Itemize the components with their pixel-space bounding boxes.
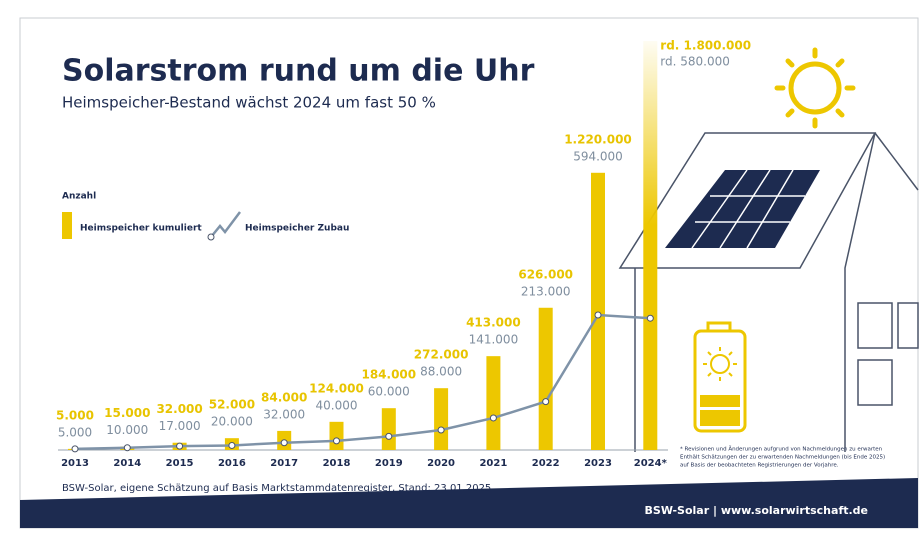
chart-title: Solarstrom rund um die Uhr bbox=[62, 54, 535, 89]
footnote-line: Enthält Schätzungen der zu erwartenden N… bbox=[680, 455, 885, 461]
line-point bbox=[385, 432, 393, 440]
sun bbox=[774, 47, 856, 129]
solar-panel bbox=[665, 169, 820, 249]
line-point bbox=[489, 414, 497, 422]
value-label: 1.220.000 bbox=[564, 132, 632, 146]
value-label: 10.000 bbox=[106, 423, 148, 437]
bar bbox=[538, 307, 553, 450]
x-tick-label: 2016 bbox=[218, 458, 246, 469]
value-label: 17.000 bbox=[159, 419, 201, 433]
value-label: 141.000 bbox=[469, 333, 519, 347]
footnote-line: auf Basis der beobachteten Registrierung… bbox=[680, 463, 839, 469]
x-tick-label: 2017 bbox=[270, 458, 298, 469]
x-tick-label: 2014 bbox=[113, 458, 141, 469]
legend-label: Heimspeicher kumuliert bbox=[80, 224, 202, 234]
footer-band bbox=[20, 478, 918, 528]
value-label: 15.000 bbox=[104, 406, 150, 420]
line-point bbox=[71, 445, 79, 453]
value-label: 40.000 bbox=[316, 398, 358, 412]
legend-point bbox=[207, 233, 215, 241]
value-label: 20.000 bbox=[211, 415, 253, 429]
legend-label: Heimspeicher Zubau bbox=[245, 224, 349, 234]
line-point bbox=[542, 398, 550, 406]
x-tick-label: 2021 bbox=[479, 458, 507, 469]
line-point bbox=[280, 439, 288, 447]
footnote: * Revisionen und Änderungen aufgrund von… bbox=[680, 446, 885, 469]
value-label: 32.000 bbox=[156, 402, 202, 416]
value-label: rd. 1.800.000 bbox=[660, 39, 751, 53]
source: BSW-Solar, eigene Schätzung auf Basis Ma… bbox=[62, 483, 491, 494]
value-label: 184.000 bbox=[361, 368, 416, 382]
bar bbox=[434, 388, 449, 450]
line-point bbox=[333, 437, 340, 445]
value-label: 124.000 bbox=[309, 381, 364, 395]
subtitle: Heimspeicher-Bestand wächst 2024 um fast… bbox=[62, 94, 436, 112]
line bbox=[74, 313, 651, 451]
footnote-line: * Revisionen und Änderungen aufgrund von… bbox=[680, 446, 883, 453]
value-label: 272.000 bbox=[414, 348, 469, 362]
bar bbox=[591, 172, 605, 451]
line-point bbox=[176, 442, 184, 450]
x-tick-label: 2024* bbox=[634, 458, 668, 469]
bar bbox=[643, 41, 658, 450]
x-tick-label: 2019 bbox=[375, 458, 403, 469]
x-tick-label: 2015 bbox=[166, 458, 194, 469]
battery bbox=[693, 321, 747, 433]
line-point bbox=[228, 441, 236, 449]
bar bbox=[486, 356, 501, 450]
bar bbox=[329, 421, 344, 450]
line-point bbox=[594, 311, 602, 319]
bar bbox=[381, 408, 396, 450]
value-label: 626.000 bbox=[518, 267, 573, 281]
value-label: 5.000 bbox=[56, 408, 94, 422]
value-label: 60.000 bbox=[368, 385, 410, 399]
x-tick-label: 2022 bbox=[532, 458, 560, 469]
x-tick-label: 2020 bbox=[427, 458, 455, 469]
axis-label: Anzahl bbox=[62, 192, 96, 202]
legend-line bbox=[210, 211, 241, 238]
legend-swatch bbox=[62, 212, 72, 239]
value-label: 52.000 bbox=[209, 398, 255, 412]
value-label: 413.000 bbox=[466, 316, 521, 330]
line-point bbox=[646, 314, 654, 322]
value-label: 32.000 bbox=[263, 407, 305, 421]
value-label: 84.000 bbox=[261, 390, 307, 404]
x-tick-label: 2013 bbox=[61, 458, 89, 469]
footer: BSW-Solar | www.solarwirtschaft.de bbox=[645, 504, 868, 517]
value-label: 213.000 bbox=[521, 284, 571, 298]
x-tick-label: 2018 bbox=[323, 458, 351, 469]
panel bbox=[19, 17, 919, 529]
x-tick-label: 2023 bbox=[584, 458, 612, 469]
value-label: rd. 580.000 bbox=[660, 55, 730, 69]
line-point bbox=[123, 444, 131, 452]
line-point bbox=[437, 426, 445, 434]
value-label: 594.000 bbox=[573, 149, 623, 163]
value-label: 5.000 bbox=[58, 425, 92, 439]
value-label: 88.000 bbox=[420, 365, 462, 379]
